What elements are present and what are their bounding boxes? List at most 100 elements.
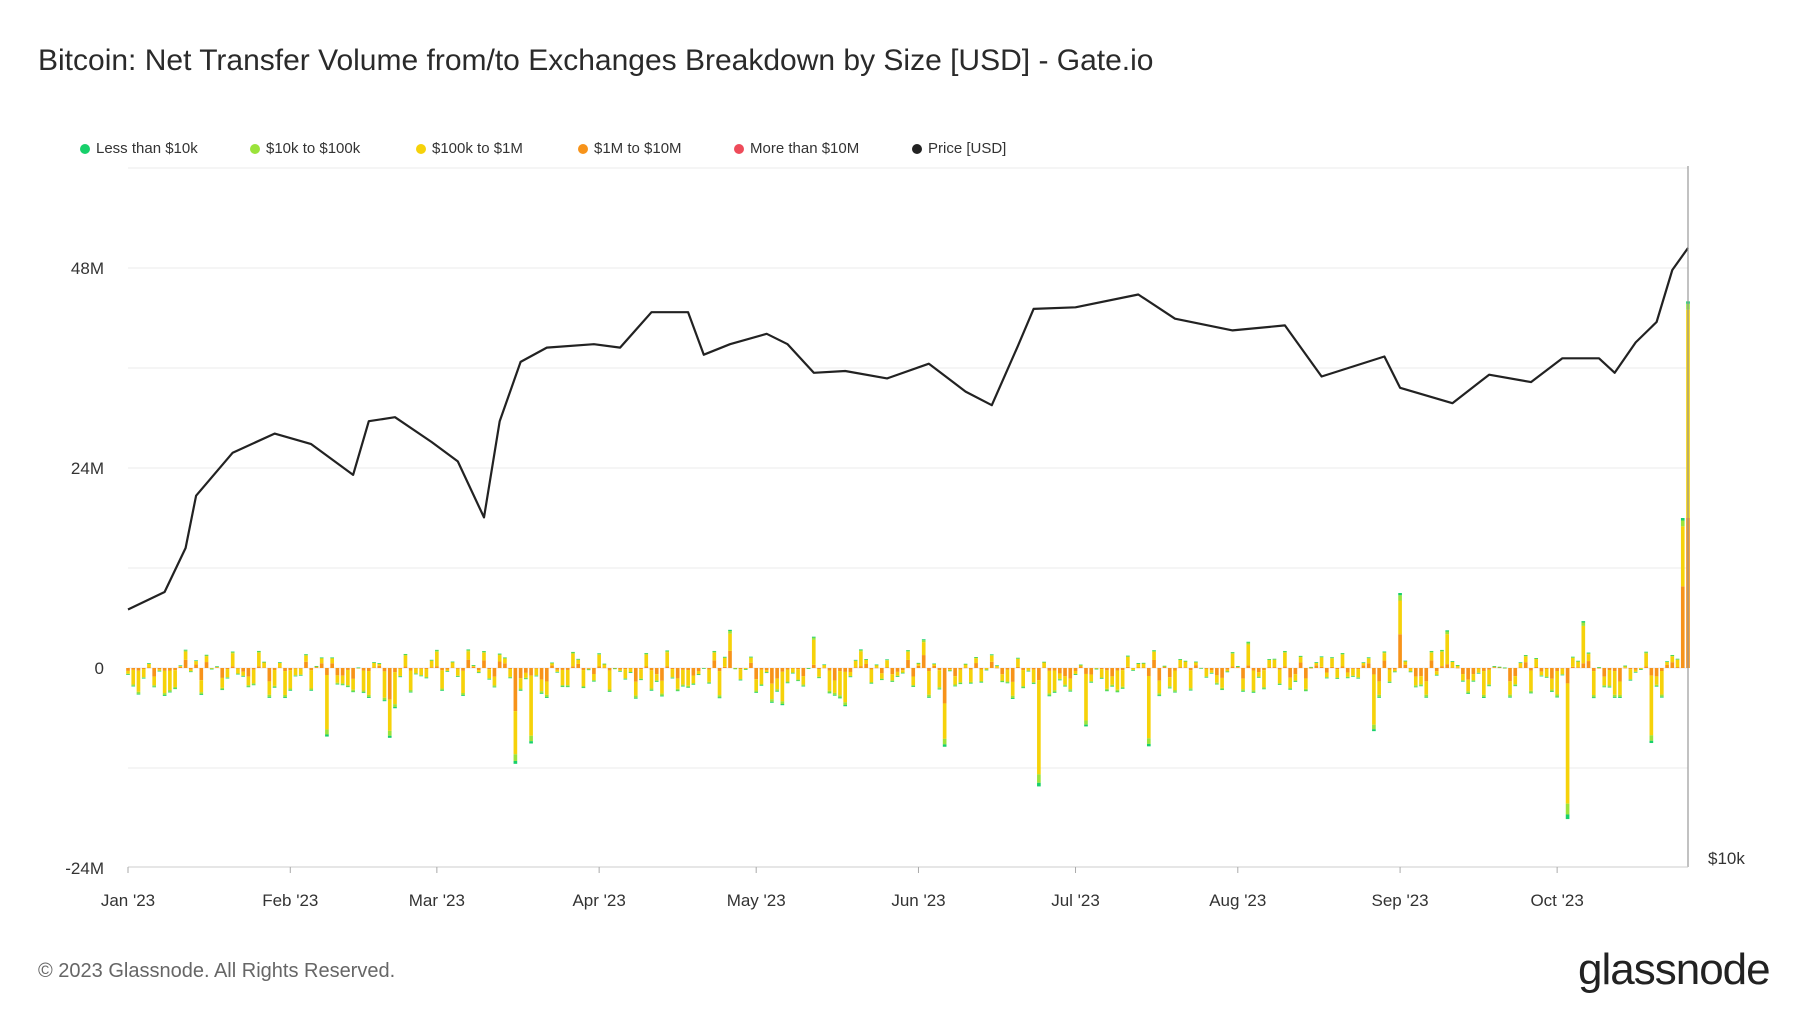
bar-segment — [817, 668, 821, 670]
bar-segment — [1602, 685, 1607, 687]
bar-segment — [937, 688, 942, 690]
bar-segment — [801, 668, 806, 677]
bar-segment — [1571, 656, 1575, 658]
bar-segment — [1330, 666, 1334, 668]
bar-segment — [927, 696, 931, 698]
x-tick-label: Apr '23 — [572, 891, 625, 910]
bar-segment — [644, 654, 649, 667]
bar-segment — [1434, 674, 1439, 676]
price-line — [127, 247, 1689, 611]
bar-segment — [183, 651, 188, 660]
bar-segment — [141, 668, 146, 670]
legend-item-less-than-10k[interactable]: Less than $10k — [80, 140, 198, 157]
bar-segment — [366, 671, 371, 695]
bar-segment — [335, 683, 340, 685]
bar-segment — [1675, 659, 1680, 668]
bar-segment — [497, 655, 502, 662]
bar-segment — [408, 668, 413, 671]
bar-segment — [372, 667, 376, 669]
bar-segment — [1063, 684, 1067, 686]
legend-item-1m-to-10m[interactable]: $1M to $10M — [578, 140, 682, 157]
bar-segment — [168, 670, 172, 690]
bar-segment — [1309, 667, 1313, 669]
bar-segment — [1293, 681, 1298, 682]
bar-segment — [1680, 518, 1685, 521]
bar-segment — [283, 697, 287, 699]
bar-segment — [1126, 656, 1130, 657]
bar-segment — [1366, 657, 1371, 659]
bar-segment — [220, 677, 225, 688]
y-tick-label: -24M — [65, 859, 104, 878]
bar-segment — [445, 671, 450, 672]
bar-segment — [759, 683, 764, 686]
bar-segment — [1471, 674, 1476, 681]
bar-segment — [293, 675, 298, 677]
bar-segment — [853, 667, 858, 668]
bar-segment — [1393, 671, 1397, 673]
glassnode-logo[interactable]: glassnode — [1578, 945, 1771, 994]
bar-segment — [513, 668, 518, 712]
bar-segment — [440, 670, 444, 689]
bar-segment — [984, 669, 989, 671]
bar-segment — [351, 689, 355, 692]
bar-segment — [649, 670, 654, 689]
legend-item-100k-to-1m[interactable]: $100k to $1M — [416, 140, 523, 157]
bar-segment — [1031, 669, 1036, 683]
bar-segment — [707, 682, 711, 684]
bar-segment — [267, 696, 272, 698]
legend-item-10k-to-100k[interactable]: $10k to $100k — [250, 140, 360, 157]
bar-segment — [1513, 676, 1518, 685]
bar-segment — [440, 668, 444, 671]
bar-segment — [1466, 693, 1470, 694]
bar-segment — [1298, 656, 1303, 658]
bar-segment — [1434, 668, 1439, 672]
bar-segment — [351, 691, 355, 693]
bar-segment — [215, 666, 219, 667]
bar-segment — [1675, 667, 1680, 668]
bar-segment — [942, 703, 947, 739]
bar-segment — [1424, 696, 1429, 698]
bar-segment — [675, 690, 680, 692]
bar-segment — [576, 663, 581, 668]
bar-segment — [1230, 652, 1235, 654]
bar-segment — [775, 678, 779, 690]
bar-segment — [1555, 696, 1559, 698]
bar-segment — [1262, 688, 1266, 690]
bar-segment — [1644, 653, 1648, 667]
bar-segment — [953, 676, 957, 685]
bar-segment — [696, 670, 701, 674]
bar-segment — [267, 694, 272, 697]
bar-segment — [304, 654, 308, 655]
bar-segment — [476, 672, 481, 673]
bar-segment — [1220, 689, 1224, 691]
bar-segment — [1633, 668, 1638, 670]
bar-segment — [435, 650, 439, 652]
bar-segment — [361, 690, 366, 693]
legend-item-more-than-10m[interactable]: More than $10M — [734, 140, 859, 157]
bar-segment — [639, 669, 643, 679]
bar-segment — [770, 683, 774, 700]
bar-segment — [749, 657, 753, 663]
bar-segment — [382, 671, 387, 698]
bar-segment — [675, 678, 680, 689]
bar-segment — [1152, 650, 1156, 651]
bar-segment — [707, 681, 711, 683]
bar-segment — [780, 701, 785, 705]
bar-segment — [1591, 695, 1596, 698]
bar-segment — [1194, 665, 1198, 668]
bar-segment — [1016, 657, 1020, 659]
bar-segment — [1560, 674, 1565, 676]
bar-segment — [1529, 668, 1533, 671]
bar-segment — [1345, 677, 1350, 679]
bar-segment — [817, 677, 821, 679]
x-tick-label: Mar '23 — [409, 891, 465, 910]
bar-segment — [147, 663, 151, 668]
bar-segment — [843, 705, 848, 707]
legend-item-price[interactable]: Price [USD] — [912, 140, 1006, 157]
bar-segment — [1173, 668, 1177, 671]
bar-segment — [1413, 685, 1418, 687]
bar-segment — [1612, 671, 1617, 695]
bar-segment — [592, 680, 596, 682]
bar-segment — [560, 686, 565, 688]
bar-segment — [1256, 672, 1261, 677]
